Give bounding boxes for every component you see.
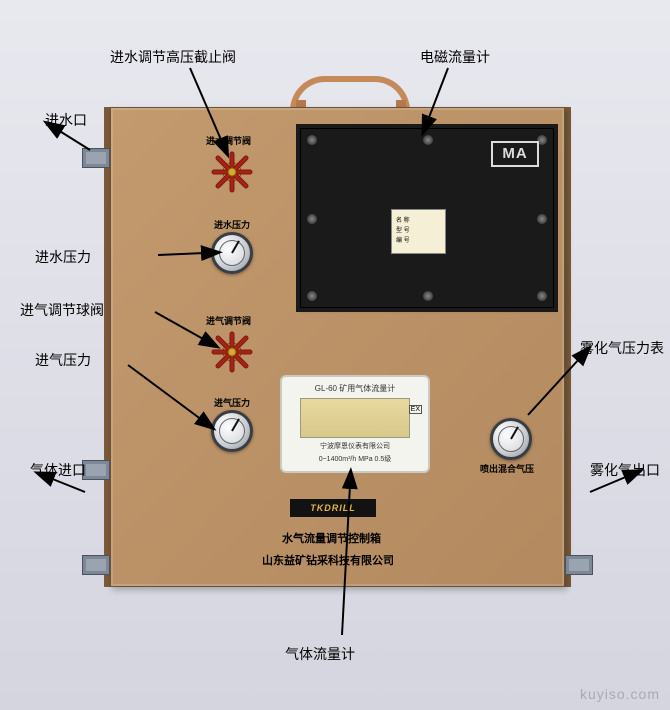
- air-pressure-gauge: [211, 410, 253, 452]
- gas-flowmeter-display: GL-60 矿用气体流量计 EX 宁波摩恩仪表有限公司 0~1400m³/h M…: [280, 375, 430, 473]
- box-side-right: [565, 107, 571, 587]
- fog-pressure-gauge: [490, 418, 532, 460]
- label-fog-gauge: 雾化气压力表: [580, 338, 664, 358]
- label-air-inlet: 气体进口: [30, 460, 86, 480]
- box-title: 水气流量调节控制箱: [282, 530, 381, 546]
- plate-line: 名 称: [396, 216, 441, 226]
- watermark: kuyiso.com: [580, 686, 660, 702]
- gauge-fog-label: 喷出混合气压: [480, 462, 534, 475]
- ma-badge: MA: [491, 141, 539, 167]
- label-inlet-water: 进水口: [45, 110, 87, 130]
- flow-screen: [300, 398, 410, 438]
- flow-title: GL-60 矿用气体流量计: [290, 383, 420, 394]
- flow-spec: 0~1400m³/h MPa 0.5级: [290, 454, 420, 464]
- plate-line: 编 号: [396, 236, 441, 246]
- label-water-pressure: 进水压力: [35, 247, 91, 267]
- gauge-water-label: 进水压力: [214, 218, 250, 231]
- label-gas-flow: 气体流量计: [285, 644, 355, 664]
- valve-water-label: 进水调节阀: [206, 134, 251, 147]
- box-handle: [290, 76, 410, 111]
- air-regulating-valve: [210, 330, 254, 374]
- label-em-flowmeter: 电磁流量计: [420, 47, 490, 67]
- electromagnetic-flowmeter-panel: MA 名 称 型 号 编 号: [300, 128, 554, 308]
- water-pressure-gauge: [211, 232, 253, 274]
- diagram-container: MA 名 称 型 号 编 号 进水调节阀: [0, 0, 670, 710]
- lug-bottom-left: [82, 555, 110, 575]
- brand-badge: TKDRILL: [290, 499, 376, 517]
- plate-line: 型 号: [396, 226, 441, 236]
- box-maker: 山东益矿钻采科技有限公司: [262, 552, 394, 568]
- flow-maker: 宁波摩恩仪表有限公司: [290, 441, 420, 451]
- water-regulating-valve: [210, 150, 254, 194]
- flow-ex: EX: [409, 405, 422, 414]
- lug-top-left: [82, 148, 110, 168]
- label-air-valve: 进气调节球阀: [20, 300, 104, 320]
- nameplate: 名 称 型 号 编 号: [391, 209, 446, 254]
- label-air-pressure: 进气压力: [35, 350, 91, 370]
- label-water-valve: 进水调节高压截止阀: [110, 47, 236, 67]
- lug-mid-left: [82, 460, 110, 480]
- valve-air-label: 进气调节阀: [206, 314, 251, 327]
- gauge-air-label: 进气压力: [214, 396, 250, 409]
- lug-bottom-right: [565, 555, 593, 575]
- label-fog-outlet: 雾化气出口: [590, 460, 660, 480]
